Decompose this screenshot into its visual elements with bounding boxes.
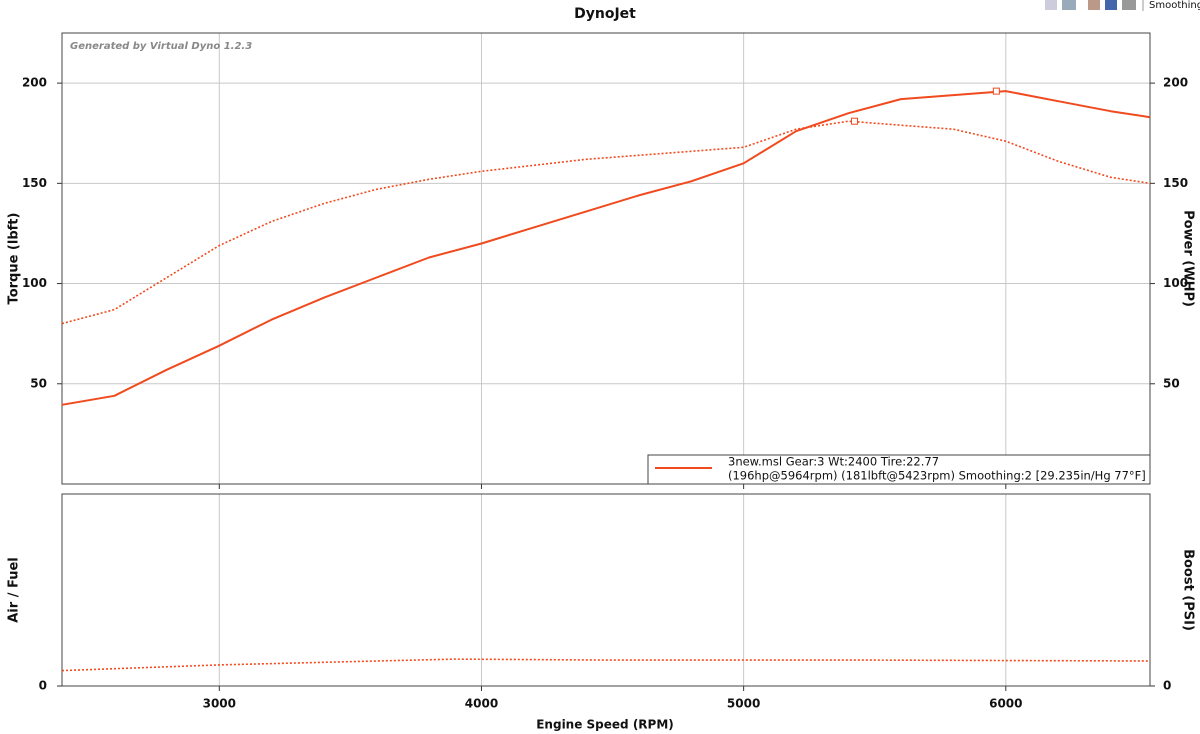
series-line	[61, 90, 1151, 406]
watermark: Generated by Virtual Dyno 1.2.3	[70, 41, 252, 52]
y2-axis-label: Power (WHP)	[1181, 210, 1196, 307]
series-line	[61, 120, 1151, 325]
y2-tick-label: 50	[1163, 376, 1180, 390]
toolbar-label[interactable]: Smoothing:	[1149, 0, 1200, 11]
peak-marker	[992, 87, 1000, 95]
x-axis-label: Engine Speed (RPM)	[536, 718, 674, 732]
y-tick-label: 100	[22, 276, 47, 290]
legend-text: (196hp@5964rpm) (181lbft@5423rpm) Smooth…	[728, 469, 1146, 483]
print-icon[interactable]	[1122, 0, 1136, 10]
open-icon[interactable]	[1088, 0, 1100, 10]
y-tick-label: 50	[30, 376, 47, 390]
filter-icon[interactable]	[1062, 0, 1076, 10]
peak-marker	[851, 117, 859, 125]
y-axis-label: Air / Fuel	[7, 557, 22, 623]
legend-text: 3new.msl Gear:3 Wt:2400 Tire:22.77	[728, 455, 939, 469]
x-tick-label: 6000	[989, 697, 1022, 711]
toolbar: Smoothing:	[1045, 0, 1200, 11]
x-tick-label: 5000	[727, 697, 760, 711]
plot-frame	[61, 32, 1151, 485]
plot-frame	[61, 493, 1151, 687]
x-tick-label: 4000	[465, 697, 498, 711]
y2-tick-label: 100	[1163, 276, 1188, 290]
legend-box	[647, 454, 1151, 485]
zoom-icon[interactable]	[1045, 0, 1057, 10]
y-axis-label: Torque (lbft)	[7, 213, 22, 305]
y2-tick-label: 200	[1163, 76, 1188, 90]
y2-axis-label: Boost (PSI)	[1181, 549, 1196, 631]
y2-tick-label: 0	[1163, 679, 1171, 693]
y-tick-label: 150	[22, 176, 47, 190]
y2-tick-label: 150	[1163, 176, 1188, 190]
y-tick-label: 0	[39, 679, 47, 693]
series-line	[61, 658, 1151, 672]
x-tick-label: 3000	[203, 697, 236, 711]
save-icon[interactable]	[1105, 0, 1117, 10]
chart-title: DynoJet	[574, 6, 636, 22]
y-tick-label: 200	[22, 76, 47, 90]
